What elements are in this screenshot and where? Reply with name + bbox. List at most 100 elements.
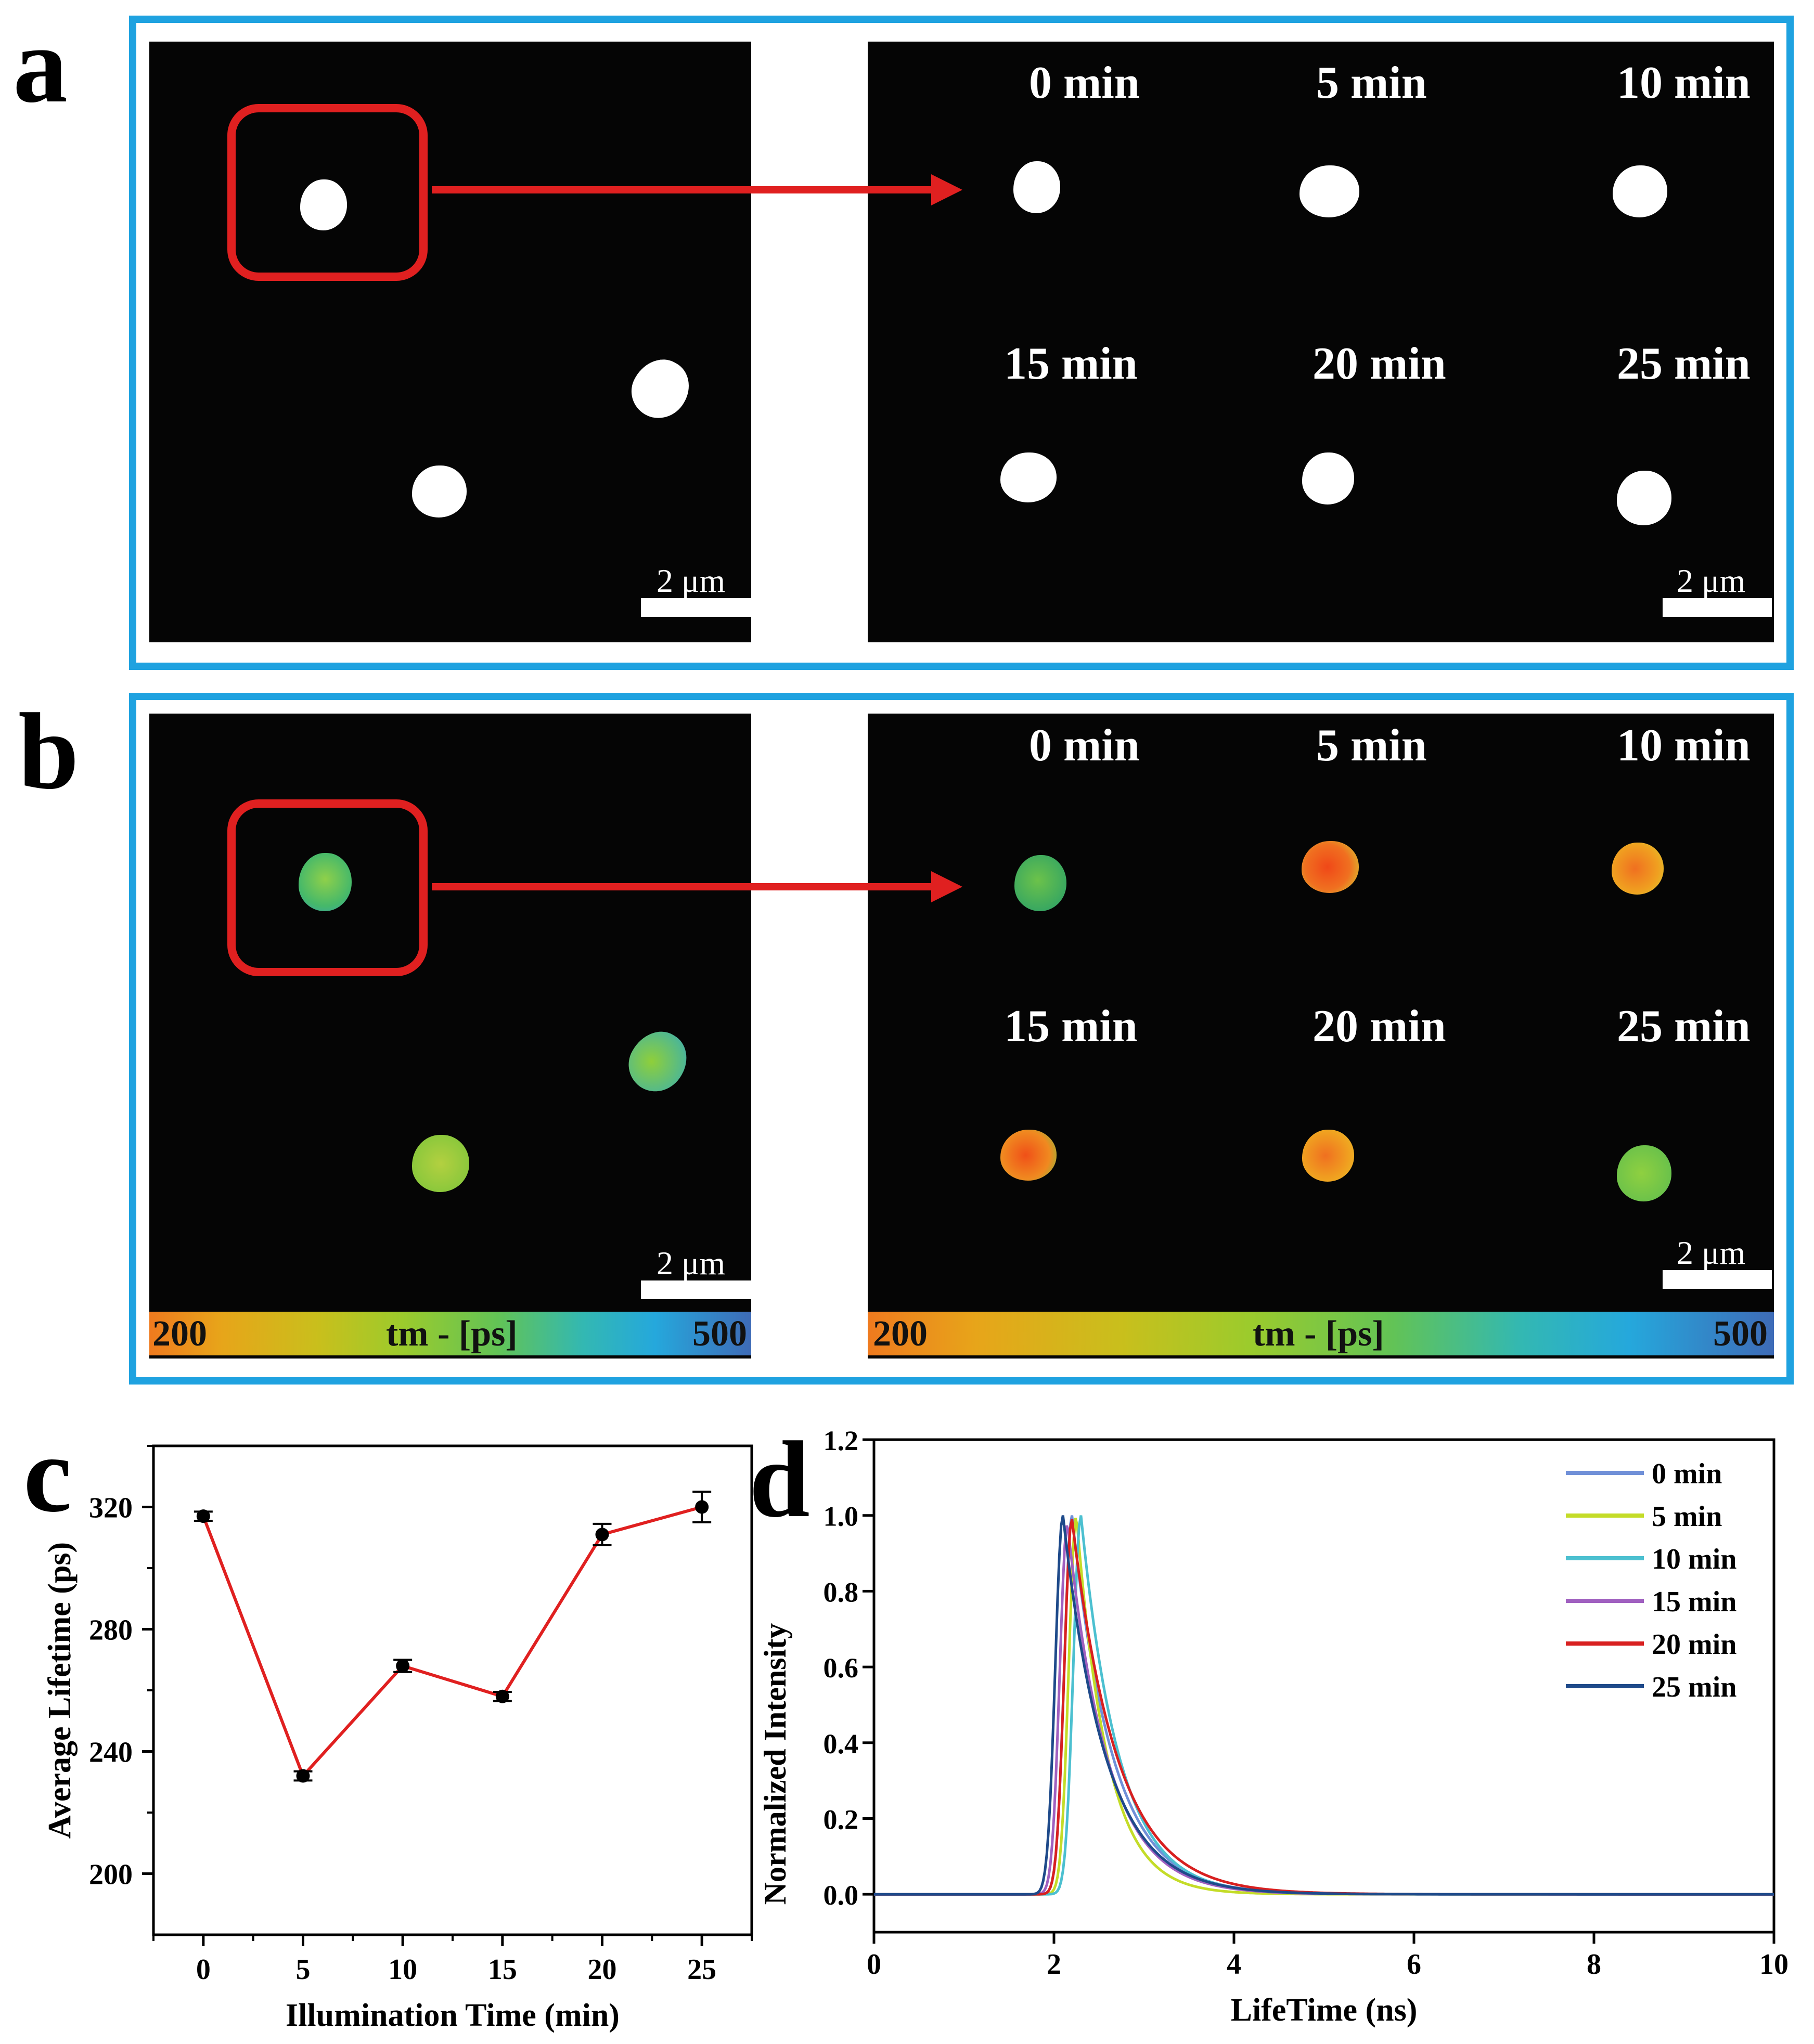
time-label: 10 min [1617, 720, 1751, 771]
series-line [874, 1515, 1774, 1896]
panel-b-overview-image: 2 μm [149, 714, 751, 1359]
arrow-a [432, 174, 962, 205]
scale-bar [1663, 598, 1772, 617]
y-tick-label: 280 [89, 1614, 133, 1647]
particle [1613, 165, 1667, 217]
particle [1617, 471, 1671, 525]
x-tick-label: 4 [1227, 1948, 1241, 1981]
time-label: 20 min [1313, 339, 1446, 389]
scale-bar-label: 2 μm [1677, 1234, 1746, 1271]
y-tick-label: 1.0 [824, 1501, 859, 1532]
particle [300, 179, 347, 230]
panel-b-timelapse-image: 0 min 5 min 10 min 15 min 20 min 25 min … [868, 714, 1774, 1359]
time-label: 15 min [1004, 1001, 1138, 1052]
panel-b-frame [129, 693, 1794, 1385]
y-axis-label: Average Lifetime (ps) [42, 1542, 78, 1839]
time-label: 25 min [1617, 1001, 1751, 1052]
colorbar-right: 200 tm - [ps] 500 [868, 1312, 1774, 1355]
data-point [495, 1689, 509, 1703]
data-point [296, 1769, 310, 1783]
time-label: 0 min [1029, 720, 1140, 771]
scale-bar [1663, 1270, 1772, 1289]
x-tick-label: 8 [1587, 1948, 1601, 1981]
highlight-box [227, 799, 428, 976]
particle [1013, 161, 1060, 213]
particle [1000, 1130, 1057, 1181]
x-tick-label: 5 [296, 1954, 311, 1986]
panel-label-a: a [13, 5, 68, 125]
y-tick-label: 1.2 [824, 1425, 859, 1456]
data-point [695, 1500, 709, 1514]
time-label: 10 min [1617, 58, 1751, 108]
particle [619, 1021, 697, 1102]
legend-label: 25 min [1652, 1671, 1736, 1703]
series-line [874, 1525, 1774, 1896]
y-tick-label: 0.8 [824, 1576, 859, 1608]
y-tick-label: 0.0 [824, 1880, 859, 1911]
panel-label-c: c [23, 1414, 72, 1535]
time-label: 5 min [1316, 720, 1427, 771]
legend-label: 20 min [1652, 1628, 1736, 1661]
colorbar-min: 200 [152, 1314, 207, 1354]
time-label: 0 min [1029, 58, 1140, 108]
time-label: 5 min [1316, 58, 1427, 108]
particle [412, 1135, 469, 1192]
series-line [874, 1519, 1774, 1896]
colorbar-left: 200 tm - [ps] 500 [149, 1312, 751, 1355]
x-axis-label: Illumination Time (min) [286, 1998, 620, 2033]
particle [1612, 843, 1664, 895]
chart-c: 200 240 280 320 0 5 10 15 20 25 Illumination Time … [42, 1444, 753, 2033]
scale-bar-label: 2 μm [1677, 562, 1746, 599]
y-tick-label: 0.2 [824, 1804, 859, 1835]
series-line [874, 1515, 1774, 1896]
series-line [874, 1515, 1774, 1896]
particle [412, 465, 467, 518]
particle [1302, 841, 1359, 893]
y-axis-label: Normalized Intensity [758, 1623, 792, 1905]
highlight-box [227, 104, 428, 281]
particle [1617, 1145, 1671, 1201]
x-tick-label: 20 [588, 1954, 617, 1986]
chart-d: 0.0 0.2 0.4 0.6 0.8 1.0 1.2 0 2 4 6 8 10 LifeTime (ns… [758, 1425, 1789, 2028]
x-tick-label: 6 [1407, 1948, 1421, 1981]
colorbar-label: tm - [ps] [386, 1314, 518, 1354]
particle [299, 853, 352, 911]
data-point [196, 1509, 210, 1523]
particle [1000, 452, 1057, 502]
colorbar-label: tm - [ps] [1253, 1314, 1384, 1354]
scale-bar-label: 2 μm [657, 1245, 726, 1282]
legend-label: 15 min [1652, 1586, 1736, 1618]
panel-a-overview-image: 2 μm [149, 42, 751, 642]
y-tick-label: 200 [89, 1859, 133, 1891]
particle [1300, 165, 1359, 217]
x-tick-label: 10 [388, 1954, 417, 1986]
particle [622, 349, 699, 429]
data-point [396, 1659, 410, 1673]
particle [1014, 855, 1066, 911]
time-label: 20 min [1313, 1001, 1446, 1052]
x-axis-label: LifeTime (ns) [1231, 1993, 1418, 2028]
colorbar-max: 500 [692, 1314, 747, 1354]
particle [1302, 1130, 1354, 1182]
arrow-b [432, 871, 962, 902]
series-line [874, 1518, 1774, 1896]
series-line [202, 1505, 702, 1779]
y-tick-label: 0.6 [824, 1652, 859, 1684]
panel-a-timelapse-image: 0 min 5 min 10 min 15 min 20 min 25 min … [868, 42, 1774, 642]
scale-bar [641, 1280, 751, 1299]
panel-label-b: b [18, 691, 79, 812]
plot-frame [872, 1438, 1776, 1934]
y-tick-label: 320 [89, 1492, 133, 1524]
colorbar-max: 500 [1713, 1314, 1768, 1354]
x-tick-label: 2 [1047, 1948, 1061, 1981]
panel-label-d: d [749, 1419, 810, 1540]
y-tick-label: 240 [89, 1737, 133, 1769]
x-tick-label: 15 [488, 1954, 517, 1986]
x-tick-label: 25 [687, 1954, 716, 1986]
legend-label: 0 min [1652, 1458, 1722, 1490]
x-tick-label: 10 [1759, 1948, 1789, 1981]
legend-label: 5 min [1652, 1500, 1722, 1533]
scale-bar-label: 2 μm [657, 562, 726, 599]
legend-label: 10 min [1652, 1543, 1736, 1575]
x-tick-label: 0 [867, 1948, 881, 1981]
